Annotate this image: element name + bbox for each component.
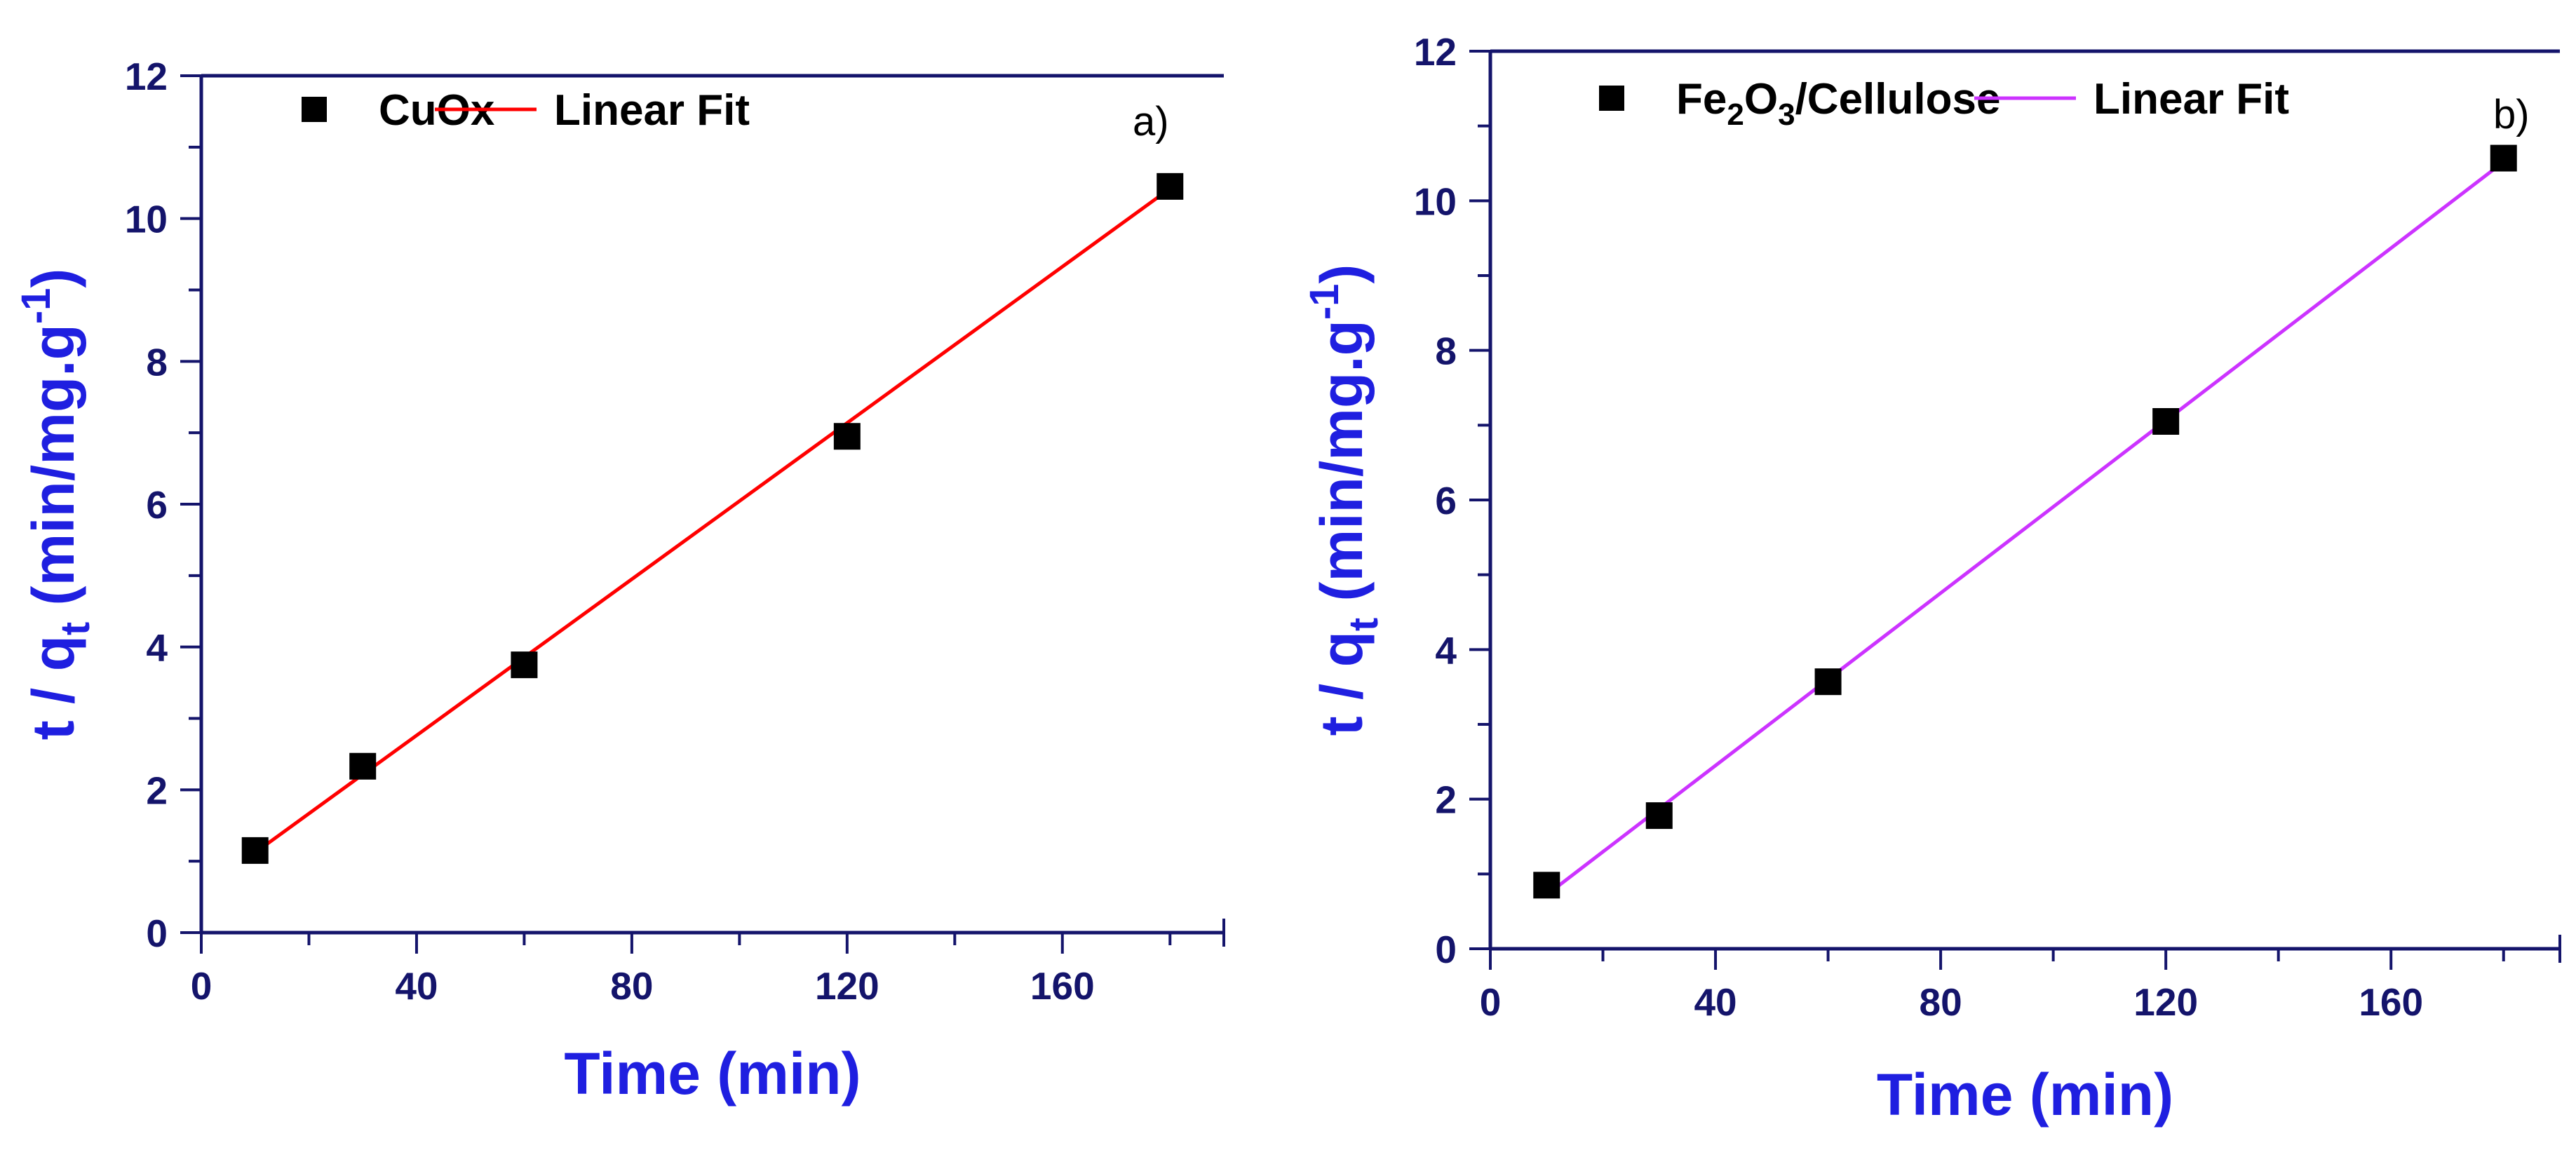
legend-label-part: Fe	[1676, 75, 1727, 123]
x-tick-label: 40	[1694, 980, 1737, 1024]
linear-fit-line	[1545, 160, 2505, 897]
y-axis-title: t / qt (min/mg.g-1)	[13, 269, 98, 740]
y-axis-title-main: t / q	[1309, 631, 1375, 736]
data-point	[2152, 408, 2180, 435]
y-axis-title-subscript: t	[1341, 618, 1387, 631]
legend-label-fit: Linear Fit	[2093, 75, 2289, 123]
y-tick-label: 8	[1435, 330, 1457, 373]
x-axis-title: Time (min)	[1877, 1062, 2173, 1128]
data-point	[511, 651, 538, 679]
y-tick-label: 2	[146, 769, 168, 812]
y-axis-title-unit: (min/mg.g	[20, 324, 86, 622]
legend-label-fit: Linear Fit	[554, 86, 750, 135]
legend-marker-square	[302, 97, 327, 122]
data-point	[2490, 144, 2517, 172]
y-tick-label: 0	[146, 912, 168, 955]
x-tick-label: 80	[1920, 980, 1962, 1024]
x-tick-label: 0	[191, 964, 213, 1008]
data-point	[1156, 172, 1184, 200]
x-tick-label: 40	[395, 964, 438, 1008]
x-tick-label: 80	[610, 964, 653, 1008]
y-tick-label: 10	[125, 198, 168, 241]
x-tick-label: 160	[1030, 964, 1095, 1008]
data-point	[349, 752, 377, 780]
panel-label: a)	[1133, 99, 1169, 144]
y-axis-title-main: t / q	[20, 635, 86, 740]
y-tick-label: 12	[125, 55, 168, 98]
data-point	[241, 837, 269, 864]
y-tick-label: 8	[146, 340, 168, 384]
legend-label-points: Fe2O3/Cellulose	[1676, 75, 2000, 132]
x-axis-title: Time (min)	[564, 1041, 861, 1107]
y-axis-title-subscript: t	[53, 622, 98, 635]
y-tick-label: 6	[1435, 479, 1457, 522]
x-tick-label: 0	[1480, 980, 1502, 1024]
y-tick-label: 10	[1414, 180, 1457, 223]
y-tick-label: 0	[1435, 928, 1457, 971]
x-tick-label: 120	[2133, 980, 2198, 1024]
chart-panel-b: 0 40 80 120 160 0 2 4 6 8 10 12 Time (min) t / qt (mi…	[1302, 30, 2561, 1128]
x-tick-label: 120	[815, 964, 879, 1008]
legend-marker-square	[1599, 86, 1624, 111]
x-tick-label: 160	[2359, 980, 2423, 1024]
y-axis-title-close: )	[1309, 264, 1375, 284]
data-point	[1814, 668, 1842, 696]
legend-label-part: 2	[1727, 97, 1744, 132]
y-axis-title-close: )	[20, 269, 86, 288]
y-tick-label: 4	[1435, 628, 1457, 672]
chart-panel-a: 0 40 80 120 160 0 2 4 6 8 10 12 Time (min) t / qt (mi…	[13, 55, 1225, 1107]
legend-label-part: O	[1744, 75, 1778, 123]
y-tick-label: 6	[146, 483, 168, 527]
legend-label-part: 3	[1778, 97, 1795, 132]
y-tick-label: 2	[1435, 778, 1457, 822]
y-tick-label: 12	[1414, 30, 1457, 74]
y-tick-label: 4	[146, 626, 168, 670]
data-point	[1645, 802, 1673, 830]
panel-label: b)	[2493, 92, 2530, 137]
legend-label-part: Linear Fit	[2093, 75, 2289, 123]
y-axis-title-superscript: -1	[13, 288, 59, 325]
data-point	[833, 423, 861, 450]
legend-label-part: /Cellulose	[1795, 75, 2001, 123]
linear-fit-line	[254, 187, 1171, 854]
data-point	[1533, 872, 1560, 899]
y-axis-title: t / qt (min/mg.g-1)	[1302, 264, 1387, 736]
y-axis-title-unit: (min/mg.g	[1309, 320, 1375, 618]
legend-label-part: Linear Fit	[554, 86, 750, 135]
y-axis-title-superscript: -1	[1302, 284, 1347, 320]
